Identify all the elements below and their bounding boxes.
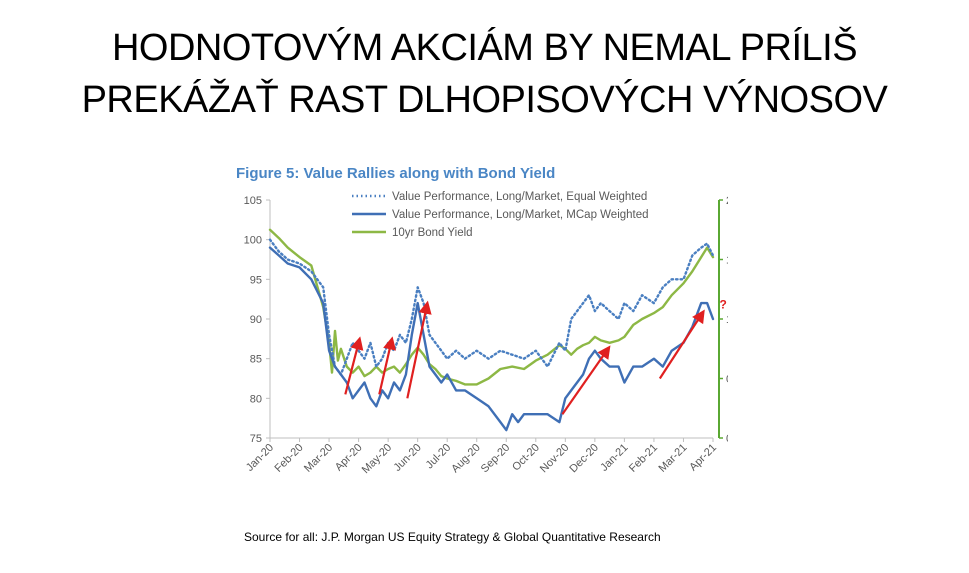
right-tick-label: 1.1	[726, 314, 728, 326]
question-mark-annotation: ?	[720, 298, 727, 312]
chart: Figure 5: Value Rallies along with Bond …	[228, 158, 728, 498]
x-tick-label: Feb-20	[273, 442, 306, 475]
x-tick-label: Jan-20	[244, 442, 276, 474]
annotation-arrows: ?	[344, 298, 727, 415]
x-tick-label: Feb-21	[627, 442, 660, 475]
left-tick-label: 100	[244, 235, 262, 247]
legend-label: Value Performance, Long/Market, Equal We…	[392, 191, 647, 203]
red-arrow	[561, 345, 611, 415]
slide-title-line-2: PREKÁŽAŤ RAST DLHOPISOVÝCH VÝNOSOV	[81, 79, 888, 121]
x-tick-label: Mar-21	[656, 442, 689, 475]
x-tick-label: Mar-20	[302, 442, 335, 475]
x-tick-label: Jan-21	[598, 442, 630, 474]
legend: Value Performance, Long/Market, Equal We…	[352, 191, 649, 239]
legend-label: Value Performance, Long/Market, MCap Wei…	[392, 209, 649, 221]
series-layer	[268, 228, 715, 432]
left-tick-label: 105	[244, 195, 262, 207]
red-arrow	[344, 336, 364, 395]
right-tick-label: 0.1	[726, 433, 728, 445]
slide-title: HODNOTOVÝM AKCIÁM BY NEMAL PRÍLIŠ PREKÁŽ…	[0, 22, 969, 126]
x-tick-label: Oct-20	[510, 442, 542, 474]
red-arrow	[658, 309, 705, 380]
left-tick-label: 85	[250, 354, 262, 366]
x-tick-label: Apr-21	[687, 442, 719, 474]
left-tick-label: 90	[250, 314, 262, 326]
source-note: Source for all: J.P. Morgan US Equity St…	[244, 530, 661, 544]
x-tick-label: May-20	[360, 442, 394, 476]
axes: 75808590951001050.10.61.11.62.1Jan-20Feb…	[244, 195, 728, 476]
right-tick-label: 0.6	[726, 374, 728, 386]
red-arrow	[378, 336, 397, 395]
x-tick-label: Sep-20	[479, 442, 513, 476]
x-tick-label: Dec-20	[567, 442, 601, 476]
x-tick-label: Nov-20	[538, 442, 572, 476]
slide-title-line-1: HODNOTOVÝM AKCIÁM BY NEMAL PRÍLIŠ	[111, 27, 858, 69]
chart-title: Figure 5: Value Rallies along with Bond …	[236, 165, 555, 182]
chart-svg: Figure 5: Value Rallies along with Bond …	[236, 165, 728, 476]
left-tick-label: 75	[250, 433, 262, 445]
right-tick-label: 2.1	[726, 195, 728, 207]
series-line-1	[268, 238, 715, 376]
x-tick-label: Aug-20	[449, 442, 483, 476]
red-arrow	[406, 300, 432, 399]
series-line-2	[268, 246, 715, 432]
right-tick-label: 1.6	[726, 255, 728, 267]
legend-label: 10yr Bond Yield	[392, 227, 473, 239]
left-tick-label: 95	[250, 274, 262, 286]
left-tick-label: 80	[250, 393, 262, 405]
series-line-3	[268, 228, 715, 386]
x-tick-label: Jun-20	[392, 442, 424, 474]
